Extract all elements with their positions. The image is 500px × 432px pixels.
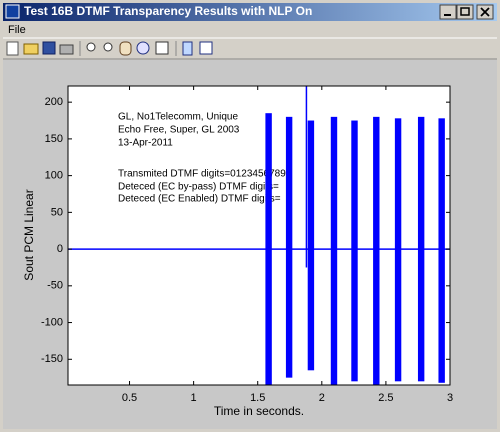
annotation: Deteced (EC Enabled) DTMF digits= bbox=[118, 194, 281, 205]
tone-burst bbox=[417, 116, 425, 382]
y-axis-label: Sout PCM Linear bbox=[22, 189, 36, 280]
tone-burst bbox=[394, 118, 402, 382]
datacursor-button[interactable] bbox=[155, 41, 169, 55]
legend-button[interactable] bbox=[199, 41, 213, 55]
minimize-button[interactable] bbox=[439, 4, 457, 20]
tone-burst bbox=[285, 116, 293, 378]
window-title: Test 16B DTMF Transparency Results with … bbox=[24, 4, 312, 18]
toolbar bbox=[6, 41, 213, 56]
x-tick-label: 1.5 bbox=[250, 392, 265, 404]
y-tick-label: -100 bbox=[41, 316, 63, 328]
y-tick-label: 200 bbox=[45, 96, 63, 108]
x-tick-label: 2.5 bbox=[378, 392, 393, 404]
tone-burst bbox=[330, 116, 338, 385]
print-button[interactable] bbox=[59, 44, 74, 55]
tone-burst bbox=[307, 120, 315, 371]
x-tick-label: 0.5 bbox=[122, 392, 137, 404]
menu-item[interactable]: File bbox=[8, 24, 26, 36]
app-icon bbox=[5, 4, 20, 19]
icon bbox=[460, 7, 470, 16]
y-tick-label: 100 bbox=[45, 170, 63, 182]
colorbar-button[interactable] bbox=[182, 41, 193, 56]
y-tick-label: 150 bbox=[45, 133, 63, 145]
annotation: Echo Free, Super, GL 2003 bbox=[118, 125, 240, 136]
open-button[interactable] bbox=[23, 43, 39, 55]
icon bbox=[480, 7, 490, 17]
x-tick-label: 1 bbox=[191, 392, 197, 404]
zoom-out-button[interactable] bbox=[103, 42, 113, 52]
window-buttons[interactable] bbox=[439, 4, 494, 20]
y-tick-label: 50 bbox=[51, 206, 63, 218]
tone-burst bbox=[373, 116, 380, 385]
pan-button[interactable] bbox=[119, 41, 132, 56]
save-button[interactable] bbox=[42, 41, 56, 55]
annotation: GL, No1Telecomm, Unique bbox=[118, 112, 238, 123]
y-tick-label: 0 bbox=[57, 243, 63, 255]
annotation: Transmited DTMF digits=0123456789 bbox=[118, 169, 286, 180]
tone-burst bbox=[438, 118, 445, 383]
axes-background bbox=[68, 86, 450, 385]
annotation: Deteced (EC by-pass) DTMF digits= bbox=[118, 182, 279, 193]
title-bar bbox=[3, 3, 497, 21]
zoom-in-button[interactable] bbox=[86, 42, 96, 52]
maximize-button[interactable] bbox=[456, 4, 474, 20]
y-tick-label: -50 bbox=[47, 280, 63, 292]
new-button[interactable] bbox=[6, 41, 19, 56]
annotation: 13-Apr-2011 bbox=[118, 138, 173, 149]
plot-area: GL, No1Telecomm, Unique Echo Free, Super,… bbox=[68, 86, 450, 385]
rotate-button[interactable] bbox=[136, 41, 150, 55]
x-tick-label: 3 bbox=[447, 392, 453, 404]
x-tick-label: 2 bbox=[319, 392, 325, 404]
tone-burst bbox=[265, 113, 272, 385]
tone-burst bbox=[351, 120, 358, 382]
y-tick-label: -150 bbox=[41, 353, 63, 365]
x-axis-label: Time in seconds. bbox=[214, 404, 304, 418]
axes-box bbox=[67, 85, 451, 386]
